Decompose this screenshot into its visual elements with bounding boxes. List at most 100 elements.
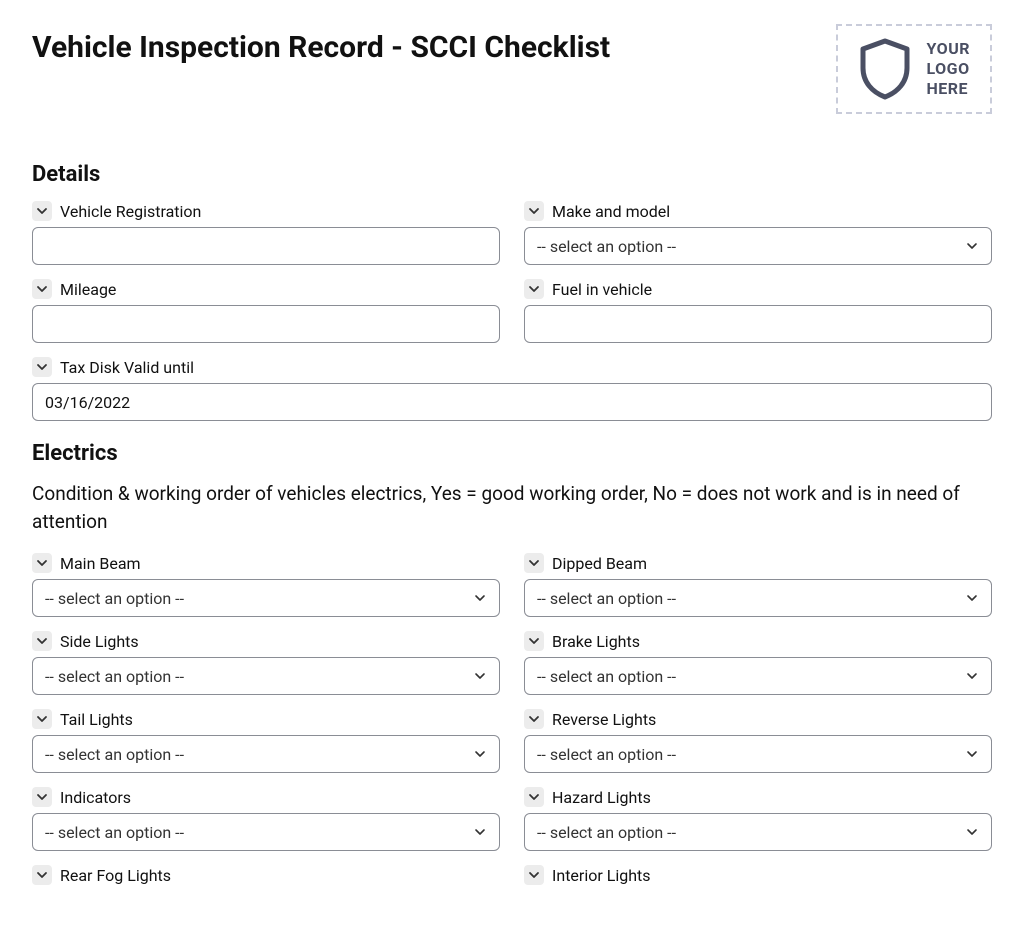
label-row: Brake Lights: [524, 631, 992, 651]
label-row: Hazard Lights: [524, 787, 992, 807]
label-row: Dipped Beam: [524, 553, 992, 573]
page-title: Vehicle Inspection Record - SCCI Checkli…: [32, 24, 610, 66]
section-heading-electrics: Electrics: [32, 441, 992, 466]
field-label: Hazard Lights: [552, 788, 651, 807]
side-lights-select[interactable]: -- select an option --: [32, 657, 500, 695]
hazard-lights-select[interactable]: -- select an option --: [524, 813, 992, 851]
field-tax-disk: Tax Disk Valid until 03/16/2022: [32, 357, 992, 421]
collapse-toggle[interactable]: [524, 787, 544, 807]
select-placeholder: -- select an option --: [537, 589, 676, 608]
field-label: Tax Disk Valid until: [60, 358, 194, 377]
indicators-select[interactable]: -- select an option --: [32, 813, 500, 851]
vehicle-registration-input[interactable]: [32, 227, 500, 265]
label-row: Vehicle Registration: [32, 201, 500, 221]
field-rear-fog-lights: Rear Fog Lights: [32, 865, 500, 885]
section-heading-details: Details: [32, 162, 992, 187]
logo-text-line: HERE: [926, 79, 970, 99]
chevron-down-icon: [473, 825, 487, 839]
tail-lights-select[interactable]: -- select an option --: [32, 735, 500, 773]
field-brake-lights: Brake Lights -- select an option --: [524, 631, 992, 695]
collapse-toggle[interactable]: [32, 279, 52, 299]
field-label: Indicators: [60, 788, 131, 807]
label-row: Mileage: [32, 279, 500, 299]
logo-placeholder: YOUR LOGO HERE: [836, 24, 992, 114]
select-placeholder: -- select an option --: [537, 667, 676, 686]
field-side-lights: Side Lights -- select an option --: [32, 631, 500, 695]
fuel-input[interactable]: [524, 305, 992, 343]
collapse-toggle[interactable]: [32, 357, 52, 377]
mileage-input[interactable]: [32, 305, 500, 343]
logo-text-line: LOGO: [926, 59, 970, 79]
field-mileage: Mileage: [32, 279, 500, 343]
select-placeholder: -- select an option --: [537, 237, 676, 256]
field-label: Mileage: [60, 280, 116, 299]
date-value: 03/16/2022: [45, 393, 130, 412]
select-placeholder: -- select an option --: [537, 745, 676, 764]
select-placeholder: -- select an option --: [537, 823, 676, 842]
field-label: Reverse Lights: [552, 710, 656, 729]
select-placeholder: -- select an option --: [45, 667, 184, 686]
label-row: Tail Lights: [32, 709, 500, 729]
field-label: Side Lights: [60, 632, 139, 651]
field-interior-lights: Interior Lights: [524, 865, 992, 885]
label-row: Interior Lights: [524, 865, 992, 885]
label-row: Side Lights: [32, 631, 500, 651]
label-row: Indicators: [32, 787, 500, 807]
electrics-grid: Main Beam -- select an option -- Dipped …: [32, 553, 992, 885]
field-label: Main Beam: [60, 554, 141, 573]
field-main-beam: Main Beam -- select an option --: [32, 553, 500, 617]
collapse-toggle[interactable]: [524, 553, 544, 573]
select-placeholder: -- select an option --: [45, 745, 184, 764]
main-beam-select[interactable]: -- select an option --: [32, 579, 500, 617]
label-row: Tax Disk Valid until: [32, 357, 992, 377]
dipped-beam-select[interactable]: -- select an option --: [524, 579, 992, 617]
chevron-down-icon: [965, 825, 979, 839]
label-row: Main Beam: [32, 553, 500, 573]
collapse-toggle[interactable]: [524, 201, 544, 221]
collapse-toggle[interactable]: [32, 553, 52, 573]
field-label: Brake Lights: [552, 632, 640, 651]
chevron-down-icon: [473, 669, 487, 683]
collapse-toggle[interactable]: [524, 865, 544, 885]
field-label: Rear Fog Lights: [60, 866, 171, 885]
field-vehicle-registration: Vehicle Registration: [32, 201, 500, 265]
field-label: Make and model: [552, 202, 670, 221]
collapse-toggle[interactable]: [32, 631, 52, 651]
section-description-electrics: Condition & working order of vehicles el…: [32, 480, 992, 535]
chevron-down-icon: [965, 591, 979, 605]
collapse-toggle[interactable]: [524, 279, 544, 299]
collapse-toggle[interactable]: [32, 787, 52, 807]
collapse-toggle[interactable]: [524, 709, 544, 729]
chevron-down-icon: [965, 669, 979, 683]
collapse-toggle[interactable]: [524, 631, 544, 651]
brake-lights-select[interactable]: -- select an option --: [524, 657, 992, 695]
collapse-toggle[interactable]: [32, 201, 52, 221]
field-label: Interior Lights: [552, 866, 651, 885]
field-reverse-lights: Reverse Lights -- select an option --: [524, 709, 992, 773]
details-grid: Vehicle Registration Make and model -- s…: [32, 201, 992, 421]
field-dipped-beam: Dipped Beam -- select an option --: [524, 553, 992, 617]
reverse-lights-select[interactable]: -- select an option --: [524, 735, 992, 773]
label-row: Fuel in vehicle: [524, 279, 992, 299]
chevron-down-icon: [965, 747, 979, 761]
select-placeholder: -- select an option --: [45, 823, 184, 842]
field-indicators: Indicators -- select an option --: [32, 787, 500, 851]
label-row: Make and model: [524, 201, 992, 221]
collapse-toggle[interactable]: [32, 865, 52, 885]
page-header: Vehicle Inspection Record - SCCI Checkli…: [32, 24, 992, 114]
logo-text: YOUR LOGO HERE: [926, 39, 970, 99]
collapse-toggle[interactable]: [32, 709, 52, 729]
label-row: Reverse Lights: [524, 709, 992, 729]
field-hazard-lights: Hazard Lights -- select an option --: [524, 787, 992, 851]
make-model-select[interactable]: -- select an option --: [524, 227, 992, 265]
select-placeholder: -- select an option --: [45, 589, 184, 608]
shield-icon: [858, 38, 912, 100]
field-label: Fuel in vehicle: [552, 280, 652, 299]
chevron-down-icon: [473, 591, 487, 605]
tax-disk-input[interactable]: 03/16/2022: [32, 383, 992, 421]
label-row: Rear Fog Lights: [32, 865, 500, 885]
chevron-down-icon: [965, 239, 979, 253]
field-label: Tail Lights: [60, 710, 133, 729]
chevron-down-icon: [473, 747, 487, 761]
field-label: Vehicle Registration: [60, 202, 201, 221]
